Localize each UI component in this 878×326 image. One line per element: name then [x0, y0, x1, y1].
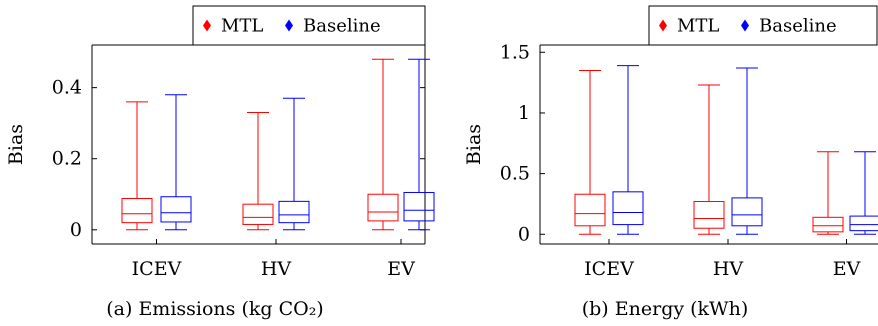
- y-tick-label: 1: [518, 102, 530, 124]
- iqr-box: [367, 193, 399, 222]
- iqr-box: [574, 193, 606, 227]
- legend-label-mtl: MTL: [221, 16, 263, 37]
- iqr-box: [160, 196, 192, 223]
- y-tick-label: 0: [518, 223, 530, 245]
- legend-box: [648, 5, 878, 46]
- box-baseline-hv: [731, 67, 763, 235]
- x-tick-label: EV: [833, 258, 861, 280]
- box-baseline-ev: [849, 151, 878, 235]
- y-axis-title: Bias: [5, 124, 27, 165]
- x-tick-label: HV: [713, 258, 744, 280]
- box-mtl-ev: [367, 58, 399, 231]
- y-tick-label: 1.5: [500, 41, 530, 63]
- y-axis-title: Bias: [463, 124, 485, 165]
- legend-marker-mtl: [203, 19, 211, 32]
- box-mtl-icev: [574, 69, 606, 235]
- box-baseline-icev: [160, 94, 192, 231]
- iqr-box: [812, 216, 844, 233]
- box-mtl-ev: [812, 151, 844, 235]
- iqr-box: [278, 200, 310, 224]
- y-tick-label: 0.5: [500, 163, 530, 185]
- iqr-box: [731, 197, 763, 227]
- iqr-box: [121, 198, 153, 224]
- iqr-box: [849, 215, 878, 232]
- x-tick-label: ICEV: [584, 258, 634, 280]
- box-mtl-hv: [242, 112, 274, 231]
- iqr-box: [693, 201, 725, 229]
- legend-box: [192, 5, 426, 46]
- legend: MTL Baseline: [648, 5, 878, 46]
- legend-marker-mtl: [659, 19, 667, 32]
- legend-marker-baseline: [285, 19, 293, 32]
- box-baseline-icev: [612, 65, 644, 235]
- caption: (a) Emissions (kg CO₂): [106, 298, 323, 320]
- x-tick-label: EV: [387, 258, 415, 280]
- box-mtl-hv: [693, 84, 725, 235]
- legend-label-mtl: MTL: [677, 16, 719, 37]
- legend: MTL Baseline: [192, 5, 426, 46]
- y-tick-label: 0.2: [52, 148, 82, 170]
- caption: (b) Energy (kWh): [582, 298, 749, 320]
- box-baseline-hv: [278, 97, 310, 231]
- y-tick-label: 0: [70, 219, 82, 241]
- x-tick-label: ICEV: [132, 258, 182, 280]
- iqr-box: [403, 191, 435, 222]
- chart-panel-b: 0 0.5 1 1.5 ICEV HV EV Bias MTL Baseline (b) Energ…: [463, 5, 878, 320]
- iqr-box: [612, 191, 644, 226]
- legend-marker-baseline: [741, 19, 749, 32]
- box-baseline-ev: [403, 58, 435, 231]
- y-tick-label: 0.4: [52, 77, 82, 99]
- x-tick-label: HV: [261, 258, 292, 280]
- box-mtl-icev: [121, 101, 153, 231]
- legend-label-baseline: Baseline: [303, 16, 381, 37]
- iqr-box: [242, 203, 274, 225]
- chart-panel-a: 0 0.2 0.4 ICEV HV EV Bias MTL Baseline (a) Emissi…: [5, 5, 435, 320]
- legend-label-baseline: Baseline: [759, 16, 837, 37]
